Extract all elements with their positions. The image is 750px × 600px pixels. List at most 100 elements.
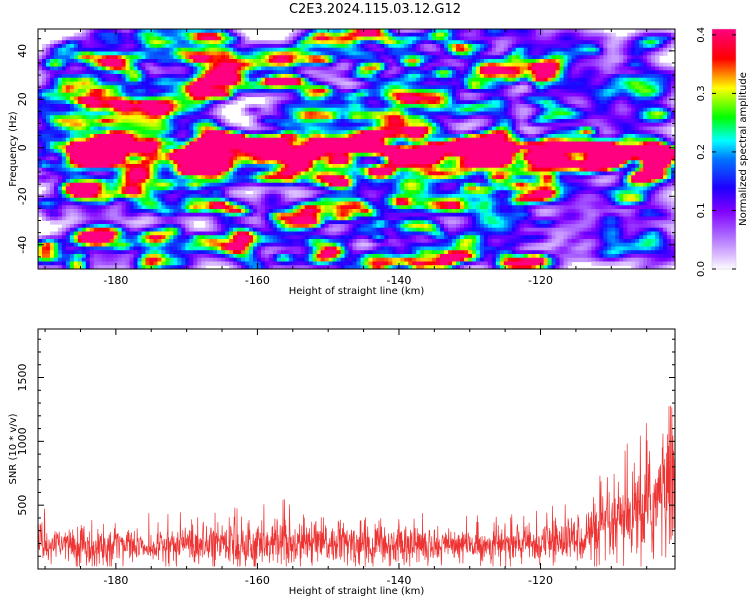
heatmap-cell (300, 122, 306, 128)
heatmap-cell (312, 145, 318, 150)
heatmap-cell (81, 111, 87, 116)
heatmap-cell (213, 111, 218, 116)
heatmap-cell (125, 32, 131, 38)
heatmap-cell (332, 66, 338, 71)
heatmap-cell (623, 115, 628, 120)
heatmap-cell (173, 47, 178, 53)
heatmap-cell (460, 77, 465, 83)
heatmap-cell (479, 55, 485, 60)
heatmap-cell (471, 104, 477, 109)
heatmap-cell (611, 59, 616, 64)
heatmap-cell (503, 36, 509, 41)
heatmap-cell (101, 100, 107, 105)
heatmap-cell (276, 70, 282, 75)
heatmap-cell (38, 115, 43, 120)
heatmap-cell (527, 51, 533, 56)
heatmap-cell (396, 126, 401, 131)
heatmap-cell (276, 81, 282, 86)
heatmap-cell (344, 89, 350, 94)
heatmap-cell (368, 66, 374, 71)
heatmap-cell (344, 141, 350, 146)
heatmap-cell (312, 70, 318, 75)
heatmap-cell (460, 141, 465, 146)
heatmap-cell (169, 107, 174, 113)
heatmap-cell (615, 44, 620, 49)
heatmap-cell (460, 100, 465, 105)
heatmap-cell (73, 130, 79, 135)
heatmap-cell (364, 29, 370, 34)
heatmap-cell (241, 66, 246, 71)
heatmap-cell (627, 81, 632, 86)
heatmap-cell (543, 74, 549, 79)
heatmap-cell (448, 115, 453, 120)
heatmap-cell (229, 137, 234, 143)
heatmap-cell (117, 134, 123, 139)
heatmap-cell (137, 81, 143, 86)
heatmap-cell (531, 47, 537, 53)
heatmap-cell (623, 104, 628, 109)
heatmap-cell (627, 96, 632, 101)
heatmap-cell (252, 40, 258, 45)
heatmap-cell (404, 104, 409, 109)
heatmap-cell (631, 96, 636, 101)
heatmap-cell (583, 70, 589, 75)
heatmap-cell (260, 145, 266, 150)
heatmap-cell (316, 137, 322, 143)
heatmap-cell (523, 77, 529, 83)
heatmap-cell (531, 59, 537, 64)
heatmap-cell (352, 119, 358, 124)
heatmap-cell (380, 85, 385, 90)
heatmap-cell (57, 62, 63, 68)
heatmap-cell (81, 62, 87, 68)
heatmap-cell (237, 47, 242, 53)
heatmap-cell (225, 96, 230, 101)
heatmap-cell (436, 36, 441, 41)
heatmap-cell (579, 100, 585, 105)
heatmap-cell (420, 126, 425, 131)
heatmap-cell (165, 44, 170, 49)
heatmap-cell (332, 74, 338, 79)
heatmap-cell (137, 137, 143, 143)
heatmap-cell (81, 51, 87, 56)
heatmap-cell (376, 77, 381, 83)
heatmap-cell (97, 111, 103, 116)
heatmap-cell (603, 85, 608, 90)
heatmap-cell (643, 100, 648, 105)
heatmap-cell (209, 100, 214, 105)
heatmap-cell (479, 59, 485, 64)
heatmap-cell (133, 29, 139, 34)
heatmap-cell (332, 85, 338, 90)
heatmap-cell (475, 70, 481, 75)
heatmap-cell (300, 126, 306, 131)
heatmap-cell (149, 47, 155, 53)
heatmap-cell (161, 77, 166, 83)
heatmap-cell (627, 145, 632, 150)
heatmap-cell (145, 119, 151, 124)
heatmap-cell (364, 74, 370, 79)
heatmap-cell (531, 126, 537, 131)
heatmap-cell (324, 134, 330, 139)
heatmap-cell (495, 89, 501, 94)
heatmap-cell (655, 100, 660, 105)
heatmap-cell (543, 115, 549, 120)
heatmap-cell (233, 62, 238, 68)
heatmap-cell (225, 74, 230, 79)
heatmap-cell (288, 134, 294, 139)
heatmap-cell (495, 111, 501, 116)
heatmap-cell (503, 44, 509, 49)
heatmap-cell (400, 81, 405, 86)
heatmap-cell (69, 130, 75, 135)
heatmap-cell (364, 115, 370, 120)
heatmap-cell (81, 107, 87, 113)
heatmap-cell (376, 81, 381, 86)
heatmap-cell (249, 122, 254, 128)
heatmap-cell (113, 62, 119, 68)
heatmap-cell (260, 126, 266, 131)
heatmap-cell (65, 96, 71, 101)
heatmap-cell (352, 115, 358, 120)
heatmap-cell (551, 51, 557, 56)
heatmap-cell (643, 115, 648, 120)
heatmap-cell (463, 126, 469, 131)
heatmap-cell (392, 59, 397, 64)
heatmap-cell (384, 89, 389, 94)
